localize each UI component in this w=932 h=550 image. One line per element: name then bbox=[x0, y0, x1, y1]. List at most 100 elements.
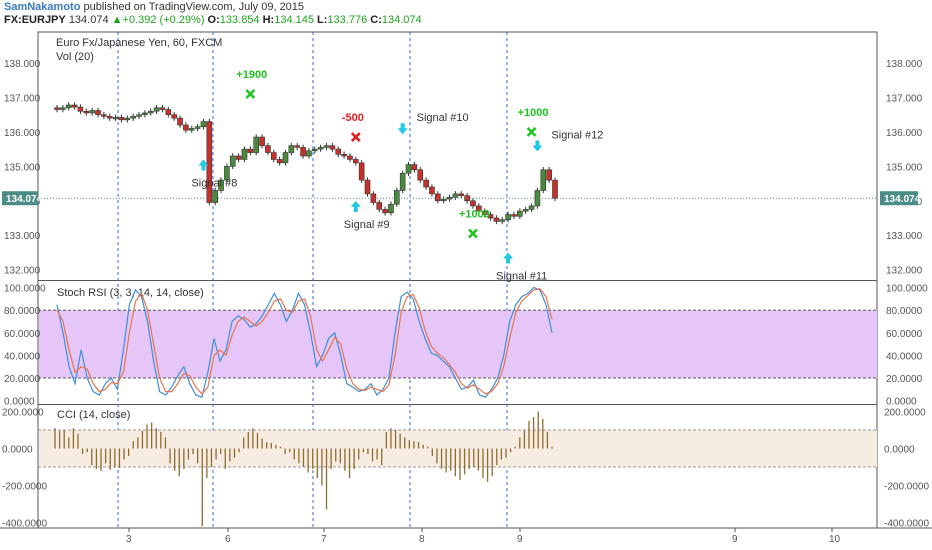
open-value: 133.854 bbox=[219, 14, 260, 26]
price-tick-right: 137.000 bbox=[886, 93, 923, 104]
author-link[interactable]: SamNakamoto bbox=[4, 1, 81, 13]
candle bbox=[370, 193, 377, 203]
up-triangle-icon: ▲ bbox=[111, 14, 123, 26]
stoch-rsi-pane[interactable]: Stoch RSI (3, 3, 14, 14, close) 0.0000 0.… bbox=[4, 284, 928, 408]
signal-down-arrow-icon bbox=[397, 123, 408, 135]
time-tick-label: 9 bbox=[517, 534, 523, 545]
signal-up-arrow-icon bbox=[198, 159, 209, 171]
price-badge-right-text: 134.074 bbox=[884, 194, 921, 205]
candle bbox=[347, 155, 353, 160]
candle bbox=[171, 114, 177, 119]
outcome-label: +1000 bbox=[518, 107, 549, 119]
cci-pane-title: CCI (14, close) bbox=[57, 409, 130, 421]
stoch-tick-left: 80.0000 bbox=[4, 306, 41, 317]
candle bbox=[142, 112, 148, 115]
symbol-label[interactable]: FX:EURJPY bbox=[4, 14, 66, 26]
candle bbox=[183, 124, 189, 131]
cci-tick-left: 0.0000 bbox=[2, 445, 33, 456]
price-badge-right bbox=[880, 191, 918, 206]
candle bbox=[54, 107, 60, 110]
time-tick-label: 3 bbox=[126, 534, 132, 545]
candle bbox=[65, 104, 72, 109]
signal-label: Signal #8 bbox=[191, 178, 237, 190]
time-axis[interactable]: 3 6 7 8 9 9 10 bbox=[126, 528, 841, 545]
low-value: 133.776 bbox=[327, 14, 368, 26]
price-tick-right: 132.000 bbox=[886, 266, 923, 277]
cci-tick-left: -400.0000 bbox=[2, 518, 47, 529]
candle bbox=[311, 148, 318, 152]
candle bbox=[540, 169, 547, 191]
signal-up-arrow-icon bbox=[350, 200, 361, 212]
candle bbox=[435, 193, 441, 202]
close-value: 134.074 bbox=[381, 14, 422, 26]
price-tick-right: 133.000 bbox=[886, 231, 923, 242]
main-pane-title: Euro Fx/Japanese Yen, 60, FXCM bbox=[56, 37, 222, 49]
candle bbox=[499, 219, 506, 222]
stoch-tick-left: 100.0000 bbox=[4, 284, 46, 295]
candle bbox=[71, 104, 78, 108]
candle bbox=[323, 145, 330, 148]
outcome-label: +1900 bbox=[236, 69, 267, 81]
stoch-tick-right: 0.0000 bbox=[886, 397, 917, 408]
cci-tick-left: 200.0000 bbox=[2, 408, 44, 419]
candle bbox=[206, 121, 213, 203]
price-tick-right: 136.000 bbox=[886, 128, 923, 139]
candle bbox=[470, 200, 476, 207]
candle bbox=[95, 110, 101, 115]
candle bbox=[124, 117, 131, 121]
high-label: H: bbox=[262, 14, 275, 26]
signal-label: Signal #10 bbox=[417, 112, 469, 124]
candle bbox=[358, 162, 365, 181]
candle bbox=[429, 186, 435, 195]
candle bbox=[423, 179, 429, 188]
outcome-label: -500 bbox=[342, 112, 364, 124]
candle bbox=[101, 114, 107, 117]
price-tick-left: 138.000 bbox=[4, 59, 41, 70]
stoch-tick-right: 60.0000 bbox=[886, 329, 923, 340]
candle bbox=[341, 153, 347, 157]
published-text: published on TradingView.com, July 09, 2… bbox=[83, 1, 305, 13]
price-badge-left bbox=[2, 191, 38, 206]
candle bbox=[83, 110, 90, 114]
candle bbox=[335, 148, 342, 155]
candle bbox=[511, 214, 517, 217]
stoch-tick-right: 80.0000 bbox=[886, 306, 923, 317]
volume-label: Vol (20) bbox=[56, 51, 94, 63]
chart-frame bbox=[0, 31, 932, 529]
candle bbox=[487, 214, 494, 219]
price-tick-left: 132.000 bbox=[4, 266, 41, 277]
candle bbox=[546, 169, 552, 181]
price-tick-right: 138.000 bbox=[886, 59, 923, 70]
stoch-tick-right: 100.0000 bbox=[886, 284, 928, 295]
candle bbox=[247, 148, 254, 153]
time-tick-label: 8 bbox=[419, 534, 425, 545]
outcome-x-icon bbox=[468, 228, 478, 239]
signal-label: Signal #12 bbox=[551, 129, 603, 141]
candle bbox=[352, 159, 359, 164]
price-tick-left: 137.000 bbox=[4, 93, 41, 104]
outcome-x-icon bbox=[350, 132, 361, 142]
candle bbox=[288, 145, 295, 153]
cci-tick-left: -200.0000 bbox=[2, 481, 47, 492]
outcome-label: +1000 bbox=[459, 209, 490, 221]
candle bbox=[552, 179, 558, 199]
candle bbox=[522, 209, 529, 212]
signal-down-arrow-icon bbox=[532, 140, 543, 152]
candle bbox=[194, 126, 201, 129]
candle bbox=[136, 114, 142, 117]
signal-label: Signal #11 bbox=[496, 271, 547, 283]
chart-header: SamNakamoto published on TradingView.com… bbox=[4, 1, 924, 31]
candle bbox=[259, 136, 265, 146]
candle bbox=[317, 147, 324, 150]
candle bbox=[528, 205, 535, 210]
candle bbox=[364, 179, 371, 195]
cci-pane[interactable]: CCI (14, close) -400.0000 -400.0000 -200.0… bbox=[2, 408, 929, 530]
candle bbox=[394, 190, 400, 205]
price-badge-left-text: 134.074 bbox=[6, 194, 43, 205]
price-pane[interactable]: Euro Fx/Japanese Yen, 60, FXCM Vol (20) … bbox=[2, 37, 923, 283]
candle bbox=[118, 117, 125, 121]
candle bbox=[270, 152, 277, 160]
last-price: 134.074 bbox=[68, 14, 109, 26]
close-label: C: bbox=[370, 14, 382, 26]
